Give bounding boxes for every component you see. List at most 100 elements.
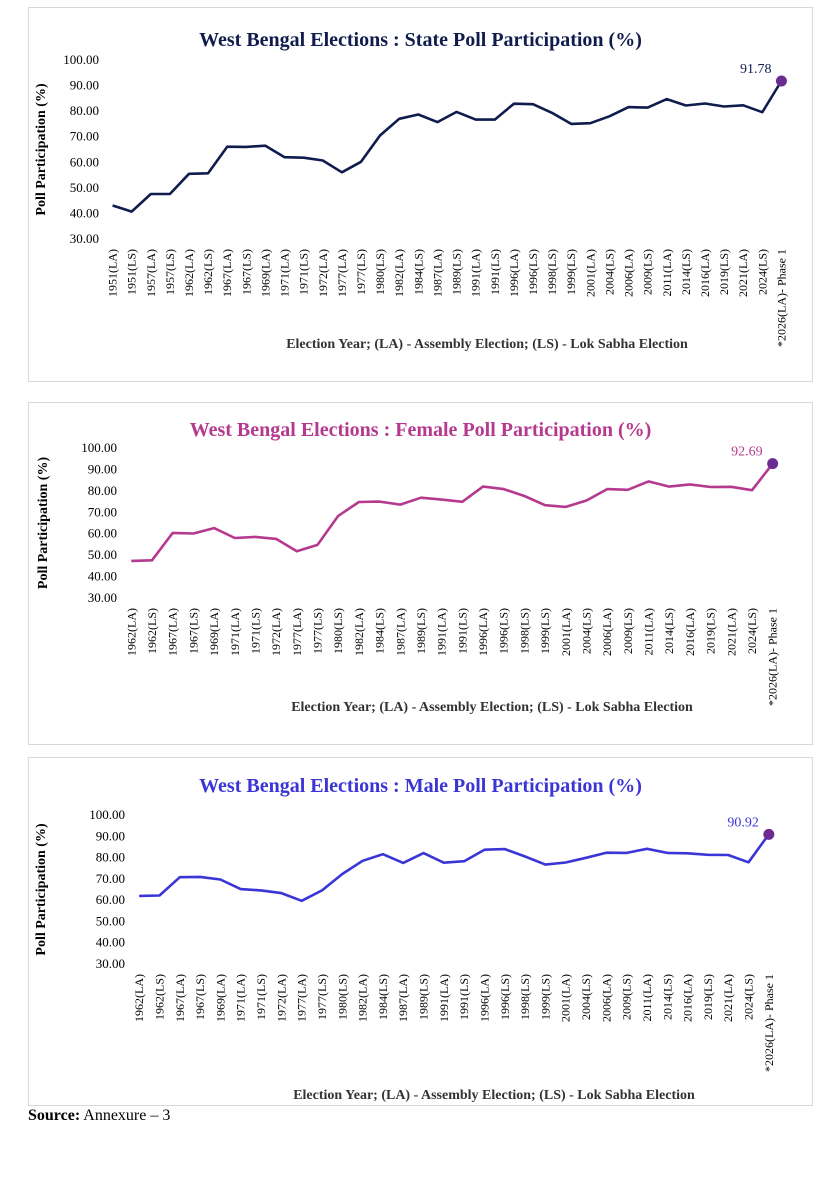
y-tick-label: 90.00 (70, 78, 99, 93)
x-tick-label-2009-ls: 2009(LS) (641, 249, 655, 295)
x-tick-label-1967-ls: 1967(LS) (186, 608, 200, 654)
y-tick-label: 40.00 (88, 569, 117, 584)
x-tick-label-1980-ls: 1980(LS) (331, 608, 345, 654)
x-tick-label-2016-la: 2016(LA) (683, 608, 697, 656)
x-tick-label-1999-ls: 1999(LS) (538, 608, 552, 654)
state-participation-chart-panel: West Bengal Elections : State Poll Parti… (28, 7, 813, 382)
y-tick-label: 80.00 (88, 483, 117, 498)
x-tick-label-1967-la: 1967(LA) (220, 249, 234, 297)
x-tick-label-1951-la: 1951(LA) (106, 249, 120, 297)
last-point-data-label: 91.78 (740, 62, 772, 77)
x-tick-label-2014-ls: 2014(LS) (660, 974, 674, 1020)
y-tick-label: 90.00 (88, 461, 117, 476)
x-tick-label-1971-ls: 1971(LS) (248, 608, 262, 654)
chart-title: West Bengal Elections : Female Poll Part… (190, 419, 652, 441)
x-tick-label-1967-la: 1967(LA) (166, 608, 180, 656)
x-tick-label-1982-la: 1982(LA) (352, 608, 366, 656)
x-tick-label-1989-ls: 1989(LS) (450, 249, 464, 295)
x-tick-label-1971-la: 1971(LA) (278, 249, 292, 297)
last-point-data-label: 90.92 (727, 815, 759, 830)
x-tick-label-1969-la: 1969(LA) (207, 608, 221, 656)
last-point-marker (775, 75, 787, 87)
series-line (139, 833, 770, 903)
x-tick-label-1977-ls: 1977(LS) (354, 249, 368, 295)
x-tick-label-2026-la-phase-1: *2026(LA)- Phase 1 (762, 974, 776, 1072)
x-tick-label-2001-la: 2001(LA) (583, 249, 597, 297)
x-tick-label-2016-la: 2016(LA) (681, 974, 695, 1022)
x-tick-label-2021-la: 2021(LA) (721, 974, 735, 1022)
last-point-data-label: 92.69 (731, 445, 763, 460)
x-tick-label-1982-la: 1982(LA) (392, 249, 406, 297)
y-tick-label: 60.00 (88, 526, 117, 541)
y-tick-label: 70.00 (70, 129, 99, 144)
x-tick-label-1996-ls: 1996(LS) (526, 249, 540, 295)
x-tick-label-1996-ls: 1996(LS) (498, 974, 512, 1020)
x-tick-label-1999-ls: 1999(LS) (538, 974, 552, 1020)
x-tick-label-2001-la: 2001(LA) (559, 608, 573, 656)
x-tick-label-1980-ls: 1980(LS) (373, 249, 387, 295)
source-label: Source: (28, 1107, 81, 1124)
x-tick-label-2009-ls: 2009(LS) (621, 608, 635, 654)
y-tick-label: 50.00 (88, 547, 117, 562)
series-line (112, 80, 783, 213)
x-tick-label-1977-la: 1977(LA) (335, 249, 349, 297)
x-tick-label-1996-ls: 1996(LS) (497, 608, 511, 654)
y-tick-label: 30.00 (70, 231, 99, 246)
y-tick-label: 30.00 (88, 590, 117, 605)
x-tick-label-1962-ls: 1962(LS) (145, 608, 159, 654)
x-tick-label-1989-ls: 1989(LS) (417, 974, 431, 1020)
x-tick-label-1971-ls: 1971(LS) (254, 974, 268, 1020)
x-tick-label-1972-la: 1972(LA) (316, 249, 330, 297)
x-axis-label: Election Year; (LA) - Assembly Election;… (286, 337, 688, 352)
x-tick-label-1998-ls: 1998(LS) (517, 608, 531, 654)
x-tick-label-1969-la: 1969(LA) (213, 974, 227, 1022)
x-tick-label-2011-la: 2011(LA) (660, 249, 674, 297)
x-tick-label-2019-ls: 2019(LS) (717, 249, 731, 295)
x-tick-label-2004-ls: 2004(LS) (579, 974, 593, 1020)
x-tick-label-1998-ls: 1998(LS) (545, 249, 559, 295)
x-tick-label-1967-ls: 1967(LS) (239, 249, 253, 295)
y-tick-label: 60.00 (96, 892, 125, 907)
x-tick-label-1991-la: 1991(LA) (437, 974, 451, 1022)
x-tick-label-1971-la: 1971(LA) (228, 608, 242, 656)
series-line (131, 462, 774, 563)
source-note: Source: Annexure – 3 (28, 1107, 170, 1125)
x-tick-label-1991-ls: 1991(LS) (455, 608, 469, 654)
x-tick-label-1984-ls: 1984(LS) (411, 249, 425, 295)
x-tick-label-2016-la: 2016(LA) (698, 249, 712, 297)
y-tick-label: 30.00 (96, 956, 125, 971)
x-tick-label-2011-la: 2011(LA) (640, 974, 654, 1022)
x-tick-label-1980-ls: 1980(LS) (335, 974, 349, 1020)
x-tick-label-2001-la: 2001(LA) (559, 974, 573, 1022)
y-tick-label: 100.00 (89, 807, 125, 822)
y-tick-label: 70.00 (88, 504, 117, 519)
x-tick-label-1987-la: 1987(LA) (393, 608, 407, 656)
x-tick-label-2024-ls: 2024(LS) (745, 608, 759, 654)
x-tick-label-2011-la: 2011(LA) (642, 608, 656, 656)
x-tick-label-2006-la: 2006(LA) (599, 974, 613, 1022)
y-tick-label: 90.00 (96, 828, 125, 843)
x-tick-label-1996-la: 1996(LA) (477, 974, 491, 1022)
chart-svg-1: West Bengal Elections : Female Poll Part… (36, 419, 780, 715)
female-participation-chart-panel: West Bengal Elections : Female Poll Part… (28, 402, 813, 745)
chart-title: West Bengal Elections : Male Poll Partic… (199, 775, 642, 797)
y-axis-label: Poll Participation (%) (34, 823, 49, 956)
x-tick-label-1999-ls: 1999(LS) (564, 249, 578, 295)
x-axis-label: Election Year; (LA) - Assembly Election;… (291, 700, 693, 715)
x-tick-label-1991-la: 1991(LA) (469, 249, 483, 297)
x-tick-label-2006-la: 2006(LA) (622, 249, 636, 297)
x-tick-label-1977-ls: 1977(LS) (315, 974, 329, 1020)
x-tick-label-1977-la: 1977(LA) (295, 974, 309, 1022)
x-tick-label-1984-ls: 1984(LS) (373, 608, 387, 654)
x-tick-label-1962-ls: 1962(LS) (152, 974, 166, 1020)
x-tick-label-2019-ls: 2019(LS) (704, 608, 718, 654)
x-tick-label-2019-ls: 2019(LS) (701, 974, 715, 1020)
x-tick-label-1996-la: 1996(LA) (476, 608, 490, 656)
x-tick-label-1991-la: 1991(LA) (435, 608, 449, 656)
source-text: Annexure – 3 (83, 1107, 171, 1124)
x-tick-label-1971-la: 1971(LA) (234, 974, 248, 1022)
x-tick-label-1977-ls: 1977(LS) (311, 608, 325, 654)
last-point-marker (767, 458, 779, 470)
y-tick-label: 100.00 (81, 440, 117, 455)
y-tick-label: 60.00 (70, 154, 99, 169)
